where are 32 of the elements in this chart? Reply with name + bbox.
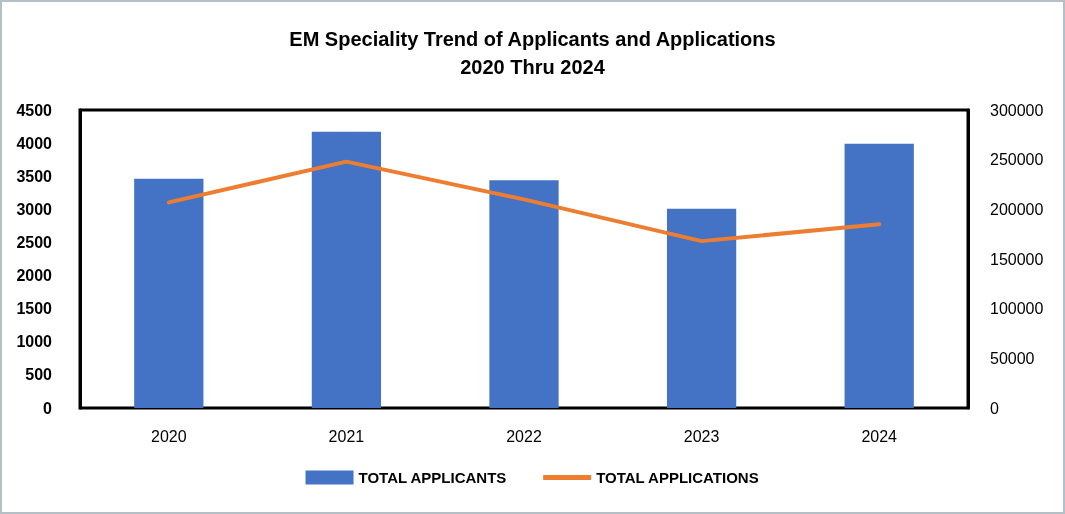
y-tick-label: 4000 [16,134,53,152]
y-tick-label: 1000 [16,333,53,351]
y2-tick-label: 50000 [990,349,1035,367]
chart-subtitle: 2020 Thru 2024 [460,56,606,78]
bar [311,131,382,408]
y-tick-label: 4500 [16,101,53,119]
y-tick-label: 1500 [16,300,53,318]
x-tick-label: 2021 [328,427,365,445]
y2-tick-label: 150000 [990,250,1044,268]
y2-tick-label: 0 [990,399,999,417]
x-tick-label: 2020 [151,427,187,445]
x-tick-label: 2023 [683,427,720,445]
chart-title: EM Speciality Trend of Applicants and Applications [289,28,776,50]
legend-label: TOTAL APPLICANTS [358,469,507,486]
y-tick-label: 3000 [16,200,53,218]
x-tick-label: 2024 [861,427,898,445]
bar [134,178,204,408]
bar [489,180,559,408]
y2-tick-label: 100000 [990,300,1044,318]
y2-tick-label: 200000 [990,200,1044,218]
y2-tick-label: 250000 [990,151,1044,169]
y2-tick-label: 300000 [990,101,1044,119]
y-tick-label: 0 [43,399,53,417]
legend-label: TOTAL APPLICATIONS [596,469,759,486]
y-tick-label: 2000 [16,267,53,285]
bar [844,143,914,408]
y-tick-label: 500 [25,366,53,384]
y-tick-label: 3500 [16,167,53,185]
bar [666,208,737,408]
y-tick-label: 2500 [16,233,53,251]
line-series [166,159,882,244]
x-tick-label: 2022 [506,427,542,445]
